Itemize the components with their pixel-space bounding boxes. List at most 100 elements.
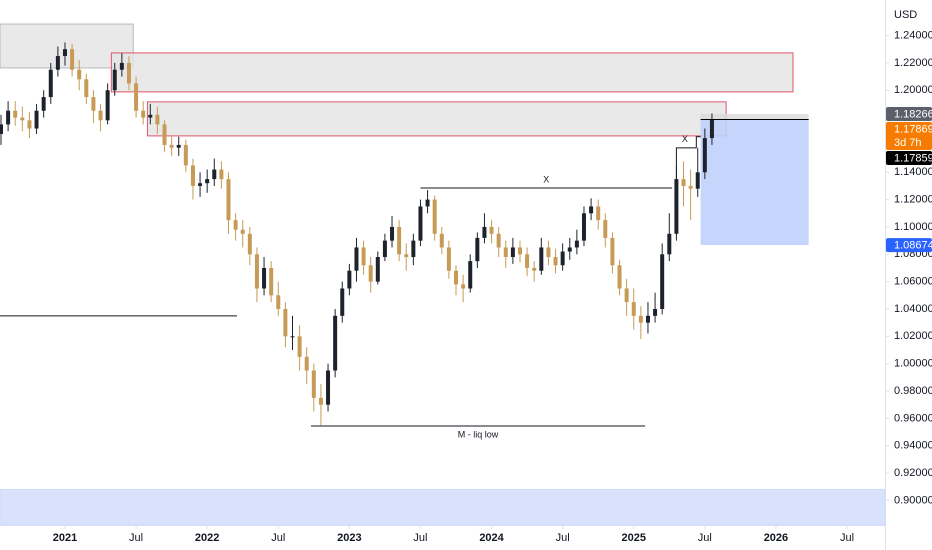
candle-body [176, 144, 181, 148]
candle-body [13, 110, 18, 118]
candle-body [55, 56, 60, 70]
candle-body [240, 229, 245, 234]
candle-body [653, 308, 658, 316]
x-tick-label: 2026 [764, 532, 788, 544]
candle-body [283, 308, 288, 337]
candle-body [183, 144, 188, 166]
candle-body [375, 257, 380, 282]
x-tick-label: 2025 [622, 532, 646, 544]
y-tick-label: 1.14000 [894, 166, 932, 178]
candle-body [418, 206, 423, 241]
candle-body [397, 226, 402, 255]
candle-body [333, 315, 338, 371]
step-line [695, 136, 701, 148]
candle-body [589, 206, 594, 214]
x-tick-label: Jul [413, 532, 427, 544]
candle-body [439, 233, 444, 248]
candle-body [297, 336, 302, 357]
candle-body [368, 265, 373, 282]
candle-body [539, 247, 544, 271]
candle-body [62, 49, 67, 57]
candle-body [226, 179, 231, 221]
candle-body [695, 172, 700, 189]
candle-body [126, 62, 131, 84]
candle-body [411, 240, 416, 258]
candle-body [382, 240, 387, 258]
y-tick-label: 0.92000 [894, 467, 932, 479]
zone [110, 52, 794, 93]
candle-body [638, 315, 643, 323]
candle-body [347, 270, 352, 289]
candle-body [162, 124, 167, 145]
candle-body [169, 144, 174, 148]
candle-body [155, 114, 160, 125]
candle-body [432, 199, 437, 234]
candle-body [112, 69, 117, 91]
y-tick-label: 1.22000 [894, 57, 932, 69]
y-tick-label: 1.10000 [894, 221, 932, 233]
candle-body [41, 97, 46, 111]
x-tick-label: Jul [698, 532, 712, 544]
candle-body [134, 83, 139, 111]
candle-body [461, 284, 466, 289]
candle-body [340, 288, 345, 316]
candle-body [326, 370, 331, 405]
candle-body [709, 119, 714, 139]
candle-body [581, 213, 586, 241]
candle-body [645, 315, 650, 323]
candle-body [354, 247, 359, 271]
candle-body [141, 110, 146, 118]
candle-body [517, 247, 522, 255]
candle-body [574, 240, 579, 248]
zone [146, 101, 727, 137]
candle-body [681, 179, 686, 186]
zone [0, 488, 886, 526]
candle-body [48, 69, 53, 98]
x-tick-label: 2022 [195, 532, 219, 544]
candle-body [304, 356, 309, 371]
candle-body [567, 247, 572, 252]
y-tick-label: 1.20000 [894, 84, 932, 96]
candle-body [702, 138, 707, 173]
price-tag [886, 121, 932, 150]
candle-body [510, 247, 515, 258]
candle-body [233, 220, 238, 230]
candle-body [0, 124, 3, 134]
candle-body [361, 247, 366, 266]
candle-body [475, 237, 480, 262]
candle-body [624, 288, 629, 303]
candle-body [468, 261, 473, 289]
candle-body [503, 247, 508, 258]
y-tick-label: 1.02000 [894, 330, 932, 342]
candle-body [674, 179, 679, 234]
candle-body [247, 233, 252, 255]
position-stop-area [700, 113, 809, 120]
price-tag-note: 3d 7h [894, 137, 922, 149]
candle-body [98, 110, 103, 121]
candle-body [212, 169, 217, 180]
candle-body [603, 220, 608, 238]
price-tag-label: 1.17869 [894, 123, 932, 135]
candle-body [560, 251, 565, 266]
candle-body [290, 336, 295, 338]
candle-body [546, 247, 551, 258]
y-tick-label: 0.90000 [894, 494, 932, 506]
candle-body [496, 233, 501, 248]
candle-body [390, 226, 395, 241]
price-tag [886, 150, 932, 165]
y-tick-label: 1.24000 [894, 29, 932, 41]
y-tick-label: 0.94000 [894, 440, 932, 452]
candle-body [262, 267, 267, 289]
candle-body [205, 179, 210, 184]
candle-body [311, 370, 316, 398]
candle-body [660, 254, 665, 309]
candle-body [525, 254, 530, 268]
candle-body [617, 265, 622, 289]
candle-body [119, 62, 124, 70]
currency-label: USD [894, 9, 917, 21]
candle-body [482, 226, 487, 238]
candle-body [148, 114, 153, 118]
y-tick-label: 0.98000 [894, 385, 932, 397]
